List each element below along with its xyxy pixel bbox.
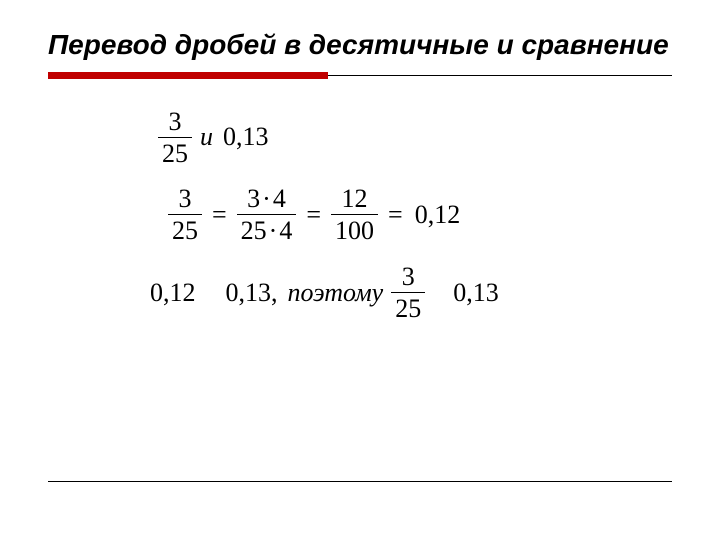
math-line-3: 0,12 ⁢ 0,13, поэтому 3 25 ⁢ 0,13 <box>148 263 672 323</box>
denominator: 25 <box>168 217 202 244</box>
fraction-bar <box>237 214 297 215</box>
decimal-value: 0,13 <box>221 124 271 150</box>
therefore-word: поэтому <box>280 280 392 306</box>
conjunction-and: и <box>192 124 221 150</box>
fraction: 3 25 <box>168 185 202 245</box>
denominator: 100 <box>331 217 378 244</box>
slide-title: Перевод дробей в десятичные и сравнение <box>48 28 672 62</box>
title-underline <box>48 72 672 80</box>
decimal-value: 0,12 <box>413 202 463 228</box>
comparison-placeholder: ⁢ <box>425 280 451 306</box>
fraction: 3·4 25·4 <box>237 185 297 245</box>
accent-bar <box>48 72 328 79</box>
math-line-1: 3 25 и 0,13 <box>158 108 672 168</box>
decimal-value: 0,12 <box>148 280 198 306</box>
numerator: 3 <box>175 185 196 212</box>
fraction: 3 25 <box>158 108 192 168</box>
fraction-bar <box>158 137 192 138</box>
num-b: 4 <box>273 184 286 213</box>
denominator: 25·4 <box>237 217 297 244</box>
comparison-placeholder: ⁢ <box>198 280 224 306</box>
math-line-2: 3 25 = 3·4 25·4 = 12 100 = 0,12 <box>168 185 672 245</box>
denominator: 25 <box>391 295 425 322</box>
dot-operator: · <box>267 216 280 245</box>
den-a: 25 <box>241 216 267 245</box>
fraction: 12 100 <box>331 185 378 245</box>
numerator: 3·4 <box>243 185 290 212</box>
num-a: 3 <box>247 184 260 213</box>
fraction-bar <box>391 292 425 293</box>
denominator: 25 <box>158 140 192 167</box>
decimal-value: 0,13 <box>451 280 501 306</box>
footer-rule <box>48 481 672 482</box>
math-content: 3 25 и 0,13 3 25 = 3·4 25·4 <box>48 108 672 323</box>
dot-operator: · <box>260 184 273 213</box>
equals-sign: = <box>378 202 413 228</box>
fraction-bar <box>168 214 202 215</box>
thin-rule <box>328 75 672 76</box>
equals-sign: = <box>202 202 237 228</box>
slide: Перевод дробей в десятичные и сравнение … <box>0 0 720 540</box>
numerator: 3 <box>165 108 186 135</box>
equals-sign: = <box>296 202 331 228</box>
fraction-bar <box>331 214 378 215</box>
decimal-value: 0,13, <box>224 280 280 306</box>
den-b: 4 <box>279 216 292 245</box>
numerator: 12 <box>338 185 372 212</box>
fraction: 3 25 <box>391 263 425 323</box>
numerator: 3 <box>398 263 419 290</box>
